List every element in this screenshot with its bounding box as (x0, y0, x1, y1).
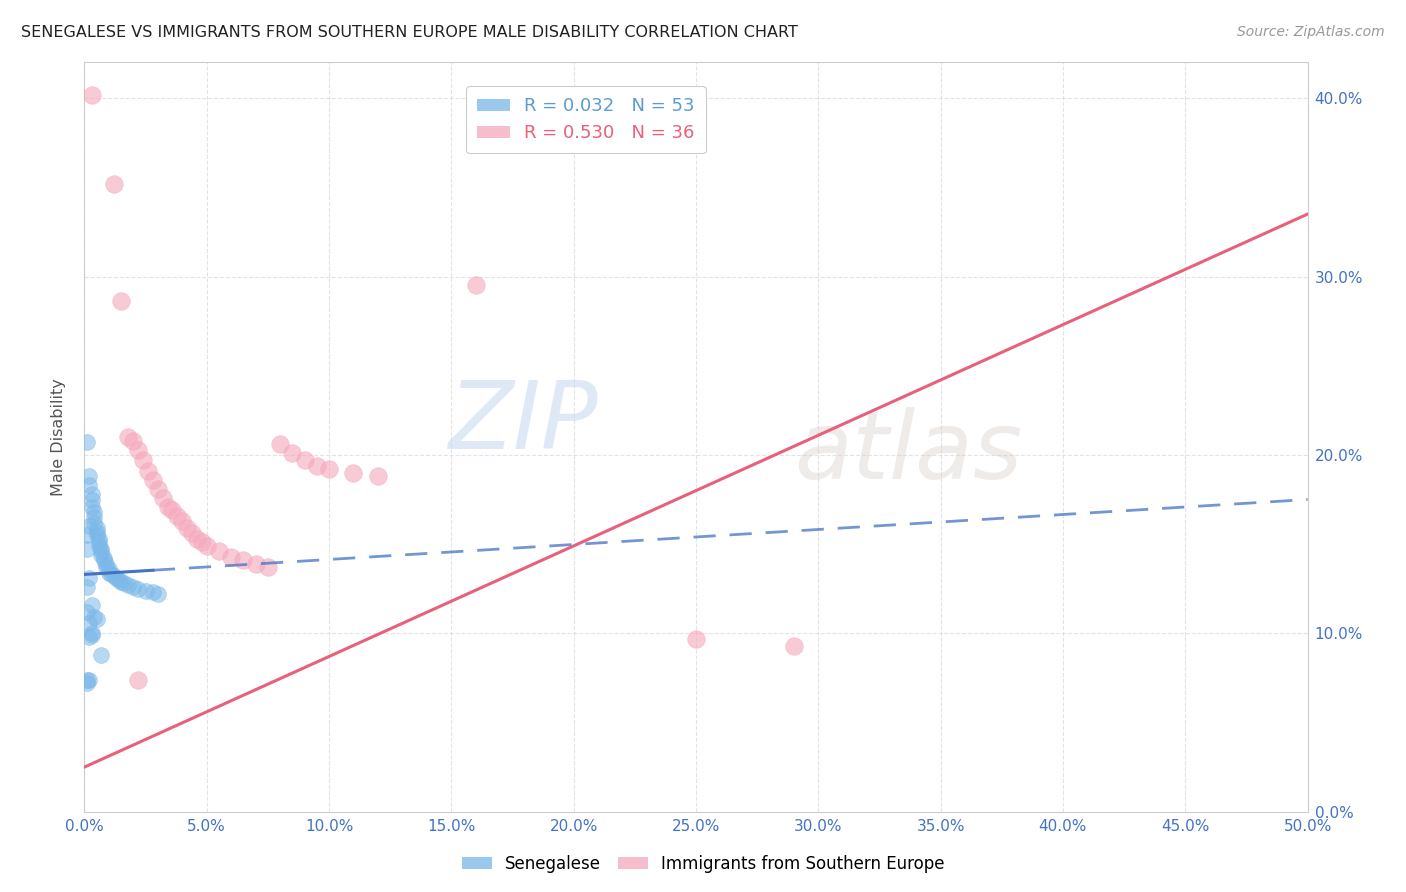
Point (83, 505, 105, 519)
Point (77, 630, 100, 644)
Point (117, 578, 139, 592)
Point (90, 542, 112, 557)
Point (96, 560, 118, 574)
Point (80, 500, 103, 514)
Point (117, 430, 139, 444)
Point (80, 626, 103, 640)
Point (135, 583, 157, 598)
Point (110, 294, 132, 309)
Point (77, 673, 100, 687)
Point (76, 542, 98, 557)
Point (367, 469, 389, 483)
Point (83, 510, 105, 524)
Point (105, 571, 128, 585)
Point (245, 557, 267, 571)
Point (176, 521, 198, 535)
Point (80, 87, 103, 102)
Point (136, 464, 159, 478)
Point (122, 580, 145, 594)
Point (269, 437, 291, 451)
Point (783, 639, 806, 653)
Point (76, 605, 98, 619)
Point (103, 569, 125, 583)
Point (80, 492, 103, 507)
Point (685, 632, 707, 646)
Point (90, 544, 112, 558)
Point (76, 435, 98, 450)
Point (80, 628, 103, 642)
Point (146, 482, 169, 496)
Point (80, 598, 103, 612)
Point (86, 528, 108, 542)
Point (86, 524, 108, 539)
Point (208, 544, 231, 558)
Point (93, 551, 115, 566)
Point (93, 553, 115, 567)
Point (318, 462, 340, 476)
Point (77, 478, 100, 492)
Point (77, 469, 100, 483)
Point (464, 278, 486, 293)
Point (77, 519, 100, 533)
Text: atlas: atlas (794, 407, 1022, 498)
Point (97, 566, 120, 580)
Point (232, 553, 254, 567)
Point (96, 557, 118, 571)
Y-axis label: Male Disability: Male Disability (51, 378, 66, 496)
Point (77, 571, 100, 585)
Point (127, 442, 149, 457)
Point (83, 516, 105, 530)
Point (87, 535, 110, 549)
Point (191, 535, 214, 549)
Point (76, 673, 98, 687)
Point (127, 673, 149, 687)
Point (195, 539, 218, 553)
Point (172, 514, 194, 528)
Legend: R = 0.032   N = 53, R = 0.530   N = 36: R = 0.032 N = 53, R = 0.530 N = 36 (467, 87, 706, 153)
Point (97, 562, 120, 576)
Point (305, 458, 328, 473)
Point (142, 473, 165, 487)
Point (76, 676, 98, 690)
Point (86, 612, 108, 626)
Point (87, 532, 110, 546)
Point (219, 549, 242, 564)
Point (122, 434, 145, 448)
Point (100, 567, 122, 582)
Point (76, 580, 98, 594)
Text: SENEGALESE VS IMMIGRANTS FROM SOUTHERN EUROPE MALE DISABILITY CORRELATION CHART: SENEGALESE VS IMMIGRANTS FROM SOUTHERN E… (21, 25, 799, 40)
Point (156, 500, 179, 514)
Point (181, 526, 204, 541)
Point (83, 610, 105, 624)
Point (281, 446, 304, 460)
Point (257, 560, 280, 574)
Point (162, 503, 184, 517)
Point (166, 508, 188, 523)
Point (107, 573, 129, 587)
Point (80, 487, 103, 501)
Point (127, 582, 149, 596)
Point (146, 587, 169, 601)
Point (87, 539, 110, 553)
Point (103, 177, 125, 191)
Point (294, 453, 316, 467)
Point (142, 585, 165, 599)
Point (90, 648, 112, 662)
Text: Source: ZipAtlas.com: Source: ZipAtlas.com (1237, 25, 1385, 39)
Point (90, 548, 112, 562)
Text: ZIP: ZIP (449, 376, 598, 467)
Point (132, 453, 155, 467)
Point (152, 491, 174, 505)
Point (342, 466, 364, 480)
Point (110, 574, 132, 589)
Point (86, 521, 108, 535)
Legend: Senegalese, Immigrants from Southern Europe: Senegalese, Immigrants from Southern Eur… (456, 848, 950, 880)
Point (76, 528, 98, 542)
Point (77, 615, 100, 630)
Point (186, 532, 208, 546)
Point (112, 576, 135, 591)
